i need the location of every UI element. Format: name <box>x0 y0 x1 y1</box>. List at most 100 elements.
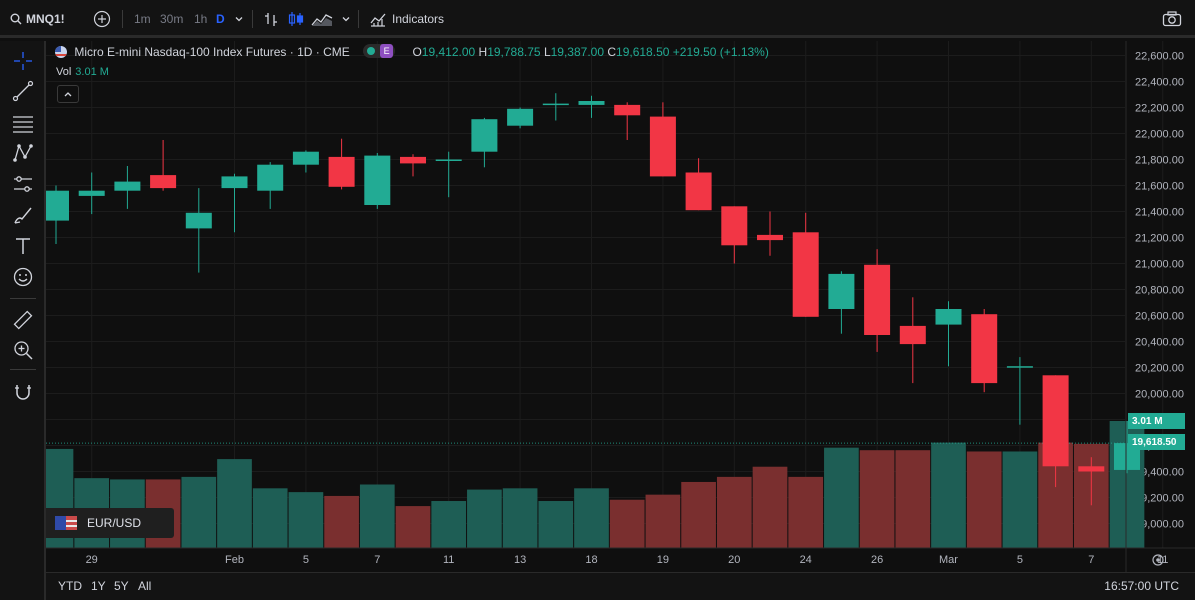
trend-line-tool[interactable] <box>11 79 35 103</box>
interval-1h[interactable]: 1h <box>194 12 208 26</box>
divider <box>252 10 253 28</box>
x-tick-label: Mar <box>939 554 958 566</box>
pattern-tool[interactable] <box>11 141 35 165</box>
x-tick-label: 19 <box>657 554 669 566</box>
zoom-tool[interactable] <box>11 338 35 362</box>
settings-gear-icon[interactable] <box>1152 554 1164 566</box>
volume-bar <box>502 488 538 548</box>
interval-d[interactable]: D <box>216 12 225 26</box>
interval-1m[interactable]: 1m <box>134 12 151 26</box>
candle-body[interactable] <box>46 190 69 221</box>
forecast-tool[interactable] <box>11 172 35 196</box>
text-icon <box>16 238 30 254</box>
chevron-down-icon <box>342 17 350 22</box>
candle-body[interactable] <box>221 176 248 189</box>
volume-bar <box>324 495 359 548</box>
x-tick-label: 5 <box>303 554 309 566</box>
volume-bar <box>574 488 609 548</box>
indicators-button[interactable]: Indicators <box>370 0 444 38</box>
candle-body[interactable] <box>1042 375 1069 467</box>
indicators-label: Indicators <box>392 12 445 26</box>
volume-bar <box>252 488 288 548</box>
candle-body[interactable] <box>1006 366 1033 368</box>
y-tick-label: 20,400.00 <box>1135 337 1184 349</box>
price-chart[interactable]: 19,000.0019,200.0019,400.0019,600.0019,8… <box>46 41 1195 572</box>
volume-bar <box>288 492 324 548</box>
candle-body[interactable] <box>614 104 641 116</box>
candle-body[interactable] <box>828 273 855 309</box>
range-5y[interactable]: 5Y <box>114 579 129 593</box>
collapse-legend-button[interactable] <box>57 85 79 103</box>
volume-bar <box>788 476 824 548</box>
clock[interactable]: 16:57:00 UTC <box>1104 579 1179 593</box>
candle-body[interactable] <box>78 190 105 196</box>
text-tool[interactable] <box>11 234 35 258</box>
emoji-tool[interactable] <box>11 265 35 289</box>
measure-tool[interactable] <box>11 308 35 332</box>
volume-bar <box>931 442 966 548</box>
candle-body[interactable] <box>185 212 212 229</box>
x-tick-label: 11 <box>443 554 454 566</box>
volume-bar <box>752 466 788 548</box>
ohlc-values: O19,412.00 H19,788.75 L19,387.00 C19,618… <box>412 45 769 59</box>
brush-tool[interactable] <box>11 203 35 227</box>
candle-body[interactable] <box>364 155 391 205</box>
snapshot-button[interactable] <box>1162 0 1182 38</box>
y-tick-label: 20,800.00 <box>1135 285 1184 297</box>
candle-body[interactable] <box>114 181 141 191</box>
bar-type-button[interactable] <box>263 0 279 38</box>
candle-body[interactable] <box>150 175 177 189</box>
candle-body[interactable] <box>649 116 676 177</box>
candle-body[interactable] <box>471 119 498 152</box>
crosshair-tool[interactable] <box>11 49 35 73</box>
chart-type-button[interactable] <box>311 0 333 38</box>
range-all[interactable]: All <box>138 579 152 593</box>
candles-button[interactable] <box>287 0 305 38</box>
candle-body[interactable] <box>971 314 998 384</box>
range-1y[interactable]: 1Y <box>91 579 106 593</box>
smiley-icon <box>13 267 33 287</box>
volume-bar <box>716 476 752 548</box>
y-tick-label: 20,200.00 <box>1135 363 1184 375</box>
volume-bar <box>467 489 502 548</box>
y-tick-label: 21,600.00 <box>1135 181 1184 193</box>
candle-body[interactable] <box>685 172 712 211</box>
candle-body[interactable] <box>721 206 748 246</box>
range-ytd[interactable]: YTD <box>58 579 82 593</box>
volume-bar <box>395 506 431 548</box>
candle-body[interactable] <box>792 232 819 317</box>
y-tick-label: 21,000.00 <box>1135 259 1184 271</box>
add-symbol-button[interactable] <box>93 0 111 38</box>
symbol-search[interactable]: MNQ1! <box>10 0 65 38</box>
x-tick-label: 7 <box>374 554 380 566</box>
candle-body[interactable] <box>257 164 284 191</box>
pattern-icon <box>13 144 33 162</box>
candle-body[interactable] <box>899 325 926 345</box>
fib-tool[interactable] <box>11 111 35 135</box>
candle-body[interactable] <box>1078 466 1105 472</box>
divider <box>10 298 36 299</box>
candle-body[interactable] <box>935 309 962 325</box>
x-tick-label: Feb <box>225 554 244 566</box>
candle-body[interactable] <box>292 151 319 165</box>
interval-dropdown[interactable] <box>234 0 244 38</box>
y-tick-label: 20,600.00 <box>1135 311 1184 323</box>
candle-body[interactable] <box>328 156 355 187</box>
magnet-tool[interactable] <box>11 380 35 404</box>
interval-30m[interactable]: 30m <box>160 12 184 26</box>
market-status-badge[interactable]: E <box>363 44 396 58</box>
x-tick-label: 20 <box>728 554 740 566</box>
divider <box>10 369 36 370</box>
candle-body[interactable] <box>864 264 891 335</box>
candle-body[interactable] <box>400 156 426 164</box>
candle-body[interactable] <box>542 103 569 106</box>
brush-icon <box>14 207 32 224</box>
drawing-toolbar <box>0 41 46 600</box>
symbol-label: MNQ1! <box>26 12 65 26</box>
candle-body[interactable] <box>435 159 462 162</box>
candle-body[interactable] <box>757 234 783 241</box>
candle-body[interactable] <box>578 101 605 105</box>
candle-body[interactable] <box>507 108 534 126</box>
chart-type-dropdown[interactable] <box>341 0 351 38</box>
currency-pair-widget[interactable]: EUR/USD <box>46 508 174 538</box>
